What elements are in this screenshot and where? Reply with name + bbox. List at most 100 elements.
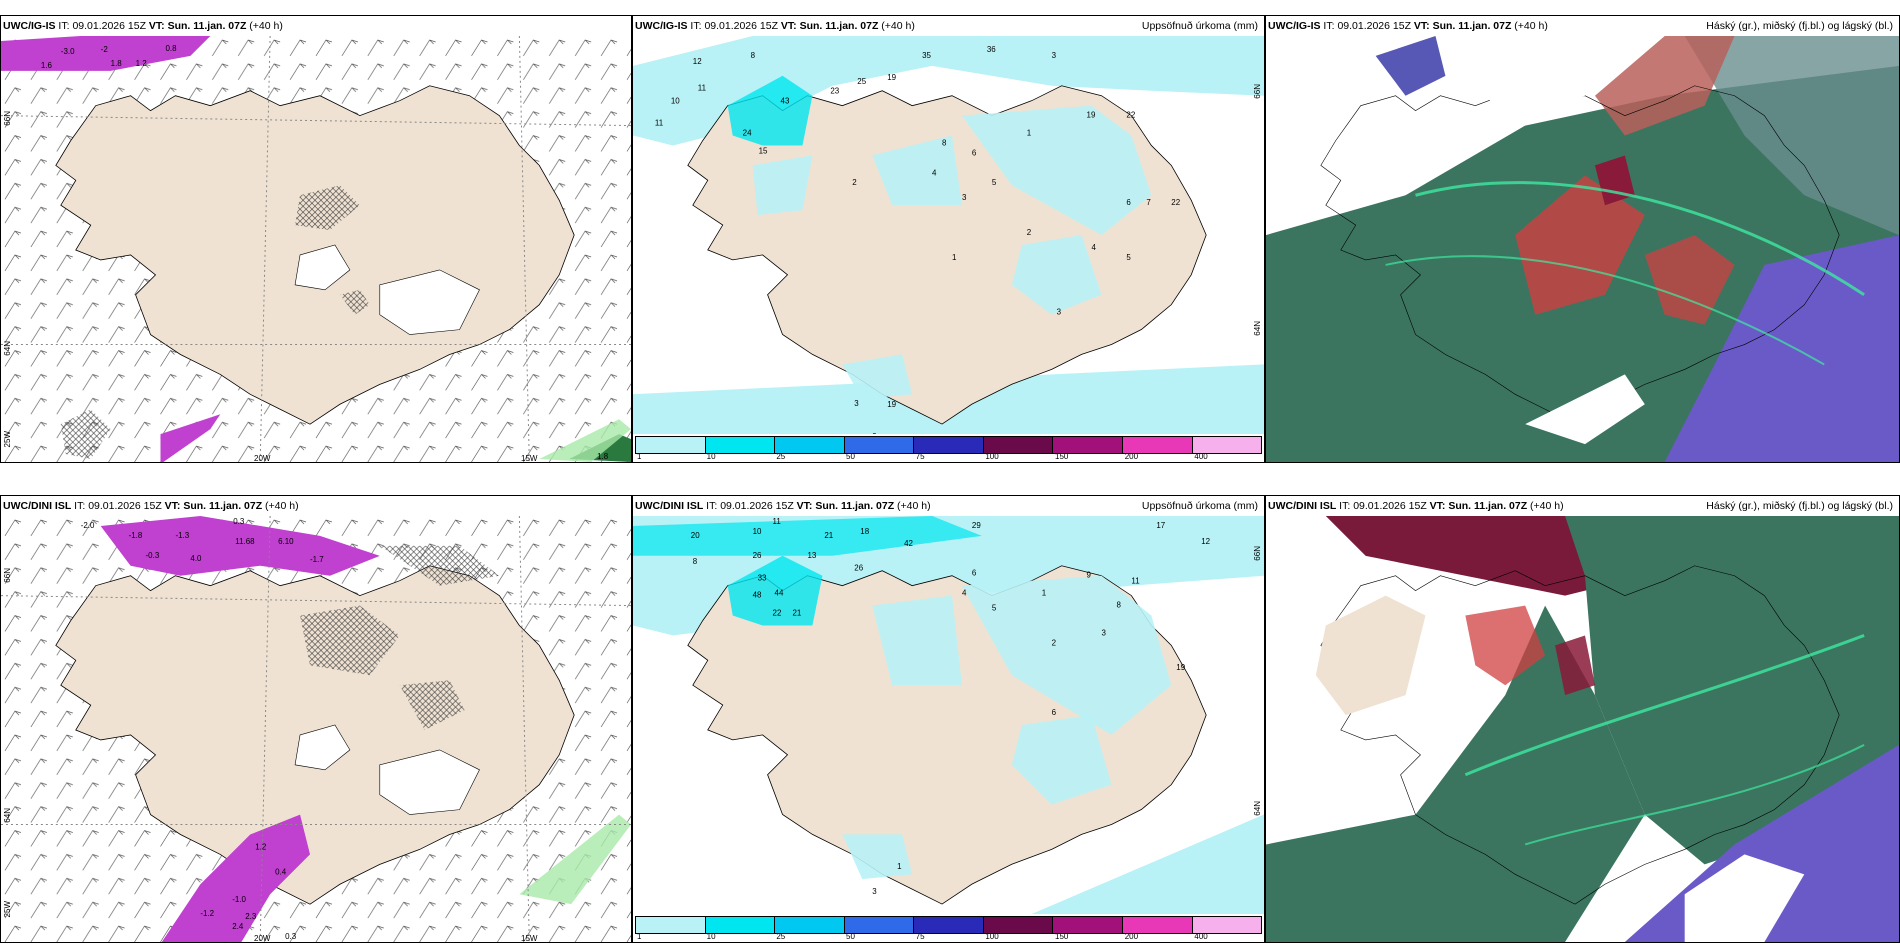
colorbar-swatch xyxy=(775,437,845,453)
precip-value: 11 xyxy=(1131,577,1140,586)
panel-header: UWC/IG-IS IT: 09.01.2026 15Z VT: Sun. 11… xyxy=(1266,16,1899,36)
precip-value: 22 xyxy=(1126,111,1135,120)
precip-value: 11 xyxy=(698,84,707,93)
colorbar-tick: 25 xyxy=(776,932,786,941)
field-value: 6.10 xyxy=(278,537,294,546)
precip-value: 4 xyxy=(1092,243,1097,252)
precip-value: 6 xyxy=(972,569,977,578)
field-value: 0.3 xyxy=(285,932,297,941)
precip-value: 19 xyxy=(1087,111,1096,120)
colorbar-swatch xyxy=(1192,917,1262,933)
precip-value: 22 xyxy=(773,609,782,618)
precip-value: 17 xyxy=(1156,521,1165,530)
precip-value: 2 xyxy=(1052,638,1057,647)
field-value: -0.3 xyxy=(146,551,160,560)
map-accumulated-precipitation[interactable]: 20 10 11 8 21 18 42 29 17 12 26 33 48 44… xyxy=(633,516,1264,914)
panel-top-right: UWC/IG-IS IT: 09.01.2026 15Z VT: Sun. 11… xyxy=(1265,15,1900,463)
map-wind-temperature[interactable]: 1.6 1.8 1.2 0.8 -2 -3.0 1.8 xyxy=(1,36,631,462)
precip-value: 8 xyxy=(751,51,756,60)
map-accumulated-precipitation[interactable]: 12 8 35 36 3 11 10 43 23 25 19 11 24 15 … xyxy=(633,36,1264,434)
colorbar-swatch xyxy=(705,437,776,453)
colorbar-tick: 100 xyxy=(985,452,999,461)
lon-label: 25W xyxy=(3,901,12,918)
panel-bottom-left: UWC/DINI ISL IT: 09.01.2026 15Z VT: Sun.… xyxy=(0,495,632,943)
precip-value: 1 xyxy=(1027,129,1032,138)
precip-value: 48 xyxy=(753,591,762,600)
precip-value: 20 xyxy=(691,531,700,540)
field-value: -3.0 xyxy=(61,47,75,56)
precip-value: 25 xyxy=(857,77,866,86)
precip-value: 1 xyxy=(897,862,902,871)
colorbar-swatch xyxy=(983,917,1054,933)
precip-value: 18 xyxy=(860,527,869,536)
colorbar-swatch xyxy=(914,437,984,453)
precip-value: 3 xyxy=(1102,628,1107,637)
precip-value: 11 xyxy=(655,119,664,128)
precip-value: 3 xyxy=(872,887,877,896)
field-value: 4.0 xyxy=(190,554,202,563)
colorbar-swatch xyxy=(844,437,915,453)
precip-value: 9 xyxy=(1087,571,1092,580)
precip-value: 19 xyxy=(887,73,896,82)
lat-label: 66N xyxy=(1253,84,1262,99)
precip-value: 4 xyxy=(962,589,967,598)
lat-label: 64N xyxy=(3,808,12,823)
map-cloud-layers[interactable] xyxy=(1266,36,1899,462)
colorbar-swatch xyxy=(705,917,776,933)
precip-value: 22 xyxy=(1171,198,1180,207)
precip-value: 33 xyxy=(758,574,767,583)
map-cloud-layers[interactable] xyxy=(1266,516,1899,942)
precip-value: 24 xyxy=(743,129,752,138)
lat-label: 66N xyxy=(1253,546,1262,561)
precip-value: 3 xyxy=(1057,308,1062,317)
field-value: 1.8 xyxy=(597,452,609,461)
field-value: -1.0 xyxy=(232,895,246,904)
precip-value: 29 xyxy=(972,521,981,530)
precip-value: 1 xyxy=(1042,589,1047,598)
panel-header: UWC/IG-IS IT: 09.01.2026 15Z VT: Sun. 11… xyxy=(633,16,1264,36)
field-value: 1.6 xyxy=(41,61,53,70)
colorbar-swatch xyxy=(1053,437,1123,453)
precip-value: 15 xyxy=(759,146,768,155)
map-title: Háský (gr.), miðský (fj.bl.) og lágský (… xyxy=(1706,20,1893,32)
field-value: 11.68 xyxy=(235,537,255,546)
map-wind-temperature[interactable]: -2.0 -1.8 -1.3 0.3 4.0 11.68 6.10 -1.7 -… xyxy=(1,516,631,942)
lat-label: 66N xyxy=(3,111,12,126)
precip-value: 5 xyxy=(992,604,997,613)
map-title: Uppsöfnuð úrkoma (mm) xyxy=(1141,500,1258,512)
panel-header: UWC/DINI ISL IT: 09.01.2026 15Z VT: Sun.… xyxy=(3,500,299,512)
field-value: 1.2 xyxy=(136,59,148,68)
precip-value: 10 xyxy=(753,527,762,536)
precip-value: 42 xyxy=(904,539,913,548)
field-value: 1.8 xyxy=(111,59,123,68)
precip-value: 11 xyxy=(773,517,782,526)
map-title: Háský (gr.), miðský (fj.bl.) og lágský (… xyxy=(1706,500,1893,512)
field-value: -1.7 xyxy=(310,555,324,564)
colorbar-swatch xyxy=(1122,437,1193,453)
precip-value: 8 xyxy=(942,138,947,147)
precip-value: 21 xyxy=(792,609,801,618)
field-value: 1.2 xyxy=(255,842,267,851)
precip-value: 5 xyxy=(992,178,997,187)
panel-top-left: UWC/IG-IS IT: 09.01.2026 15Z VT: Sun. 11… xyxy=(0,15,632,463)
colorbar-tick: 150 xyxy=(1055,932,1069,941)
colorbar-swatch xyxy=(914,917,984,933)
precip-value: 3 xyxy=(1052,51,1057,60)
field-value: 0.8 xyxy=(165,44,177,53)
precip-value: 10 xyxy=(671,97,680,106)
colorbar-swatch xyxy=(775,917,845,933)
lon-label: 15W xyxy=(521,934,538,943)
precip-value: 6 xyxy=(972,148,977,157)
colorbar-swatch xyxy=(844,917,915,933)
colorbar-tick: 75 xyxy=(915,932,925,941)
panel-bottom-right: UWC/DINI ISL IT: 09.01.2026 15Z VT: Sun.… xyxy=(1265,495,1900,943)
colorbar: 1 10 25 50 75 100 150 200 400 xyxy=(633,434,1264,462)
colorbar-tick: 100 xyxy=(985,932,999,941)
precip-value: 13 xyxy=(807,551,816,560)
precip-value: 26 xyxy=(854,564,863,573)
precip-value: 6 xyxy=(1052,708,1057,717)
field-value: 0.4 xyxy=(275,867,287,876)
precip-value: 26 xyxy=(753,551,762,560)
lat-label: 64N xyxy=(1253,321,1262,336)
precip-value: 2 xyxy=(1027,228,1032,237)
